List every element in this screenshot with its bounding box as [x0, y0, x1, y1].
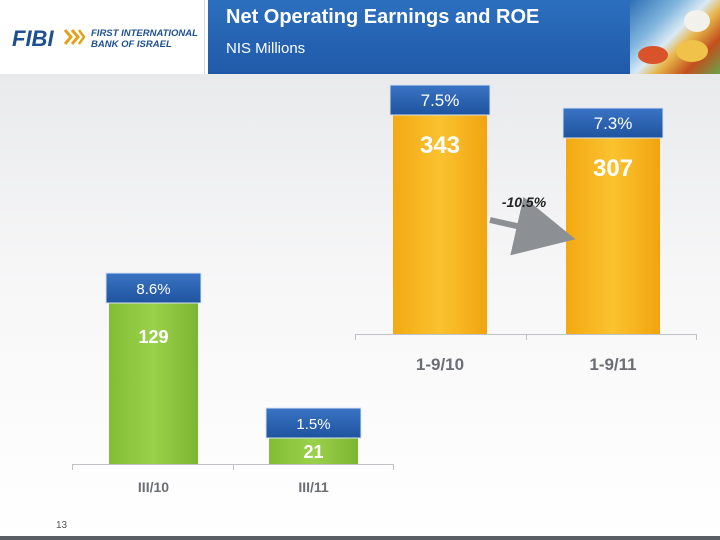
change-arrow [489, 196, 576, 256]
roe-box [265, 407, 362, 439]
roe-label: 1.5% [296, 416, 330, 433]
logo-wordmark: FIBI [12, 26, 54, 51]
x-tick-label: 1-9/10 [416, 355, 464, 374]
roe-box [105, 272, 202, 304]
change-annotation: -10.5% [502, 194, 547, 210]
logo-line-1: FIRST INTERNATIONAL [91, 28, 198, 39]
roe-label: 7.5% [421, 91, 460, 110]
slide-title: Net Operating Earnings and ROE [226, 6, 540, 28]
roe-box [562, 107, 664, 139]
bar [393, 114, 487, 334]
bar [269, 437, 358, 464]
roe-label: 8.6% [136, 281, 170, 298]
x-tick-label: 1-9/11 [589, 355, 636, 374]
x-tick-label: III/11 [298, 479, 329, 495]
header-photo [630, 0, 720, 74]
bar [566, 137, 660, 334]
logo-emblem-icon [63, 29, 85, 45]
page-number: 13 [56, 520, 68, 531]
roe-label: 7.3% [594, 114, 633, 133]
bar [109, 303, 198, 464]
bar-value-label: 343 [420, 132, 460, 159]
x-tick-label: III/10 [138, 479, 169, 495]
logo-line-2: BANK OF ISRAEL [91, 39, 172, 50]
title-banner: Net Operating Earnings and ROE NIS Milli… [208, 0, 630, 74]
footer-bar [0, 536, 720, 540]
bar-value-label: 129 [138, 327, 168, 347]
roe-box [389, 84, 491, 116]
bar-value-label: 21 [303, 442, 323, 462]
slide-subtitle: NIS Millions [226, 40, 306, 57]
bar-value-label: 307 [593, 155, 633, 182]
bank-logo: FIBI FIRST INTERNATIONAL BANK OF ISRAEL [0, 0, 205, 74]
earnings-charts: 343 7.5% 1-9/10 307 7.3% 1-9/11 -10.5% 129 8.6% I… [72, 84, 697, 495]
